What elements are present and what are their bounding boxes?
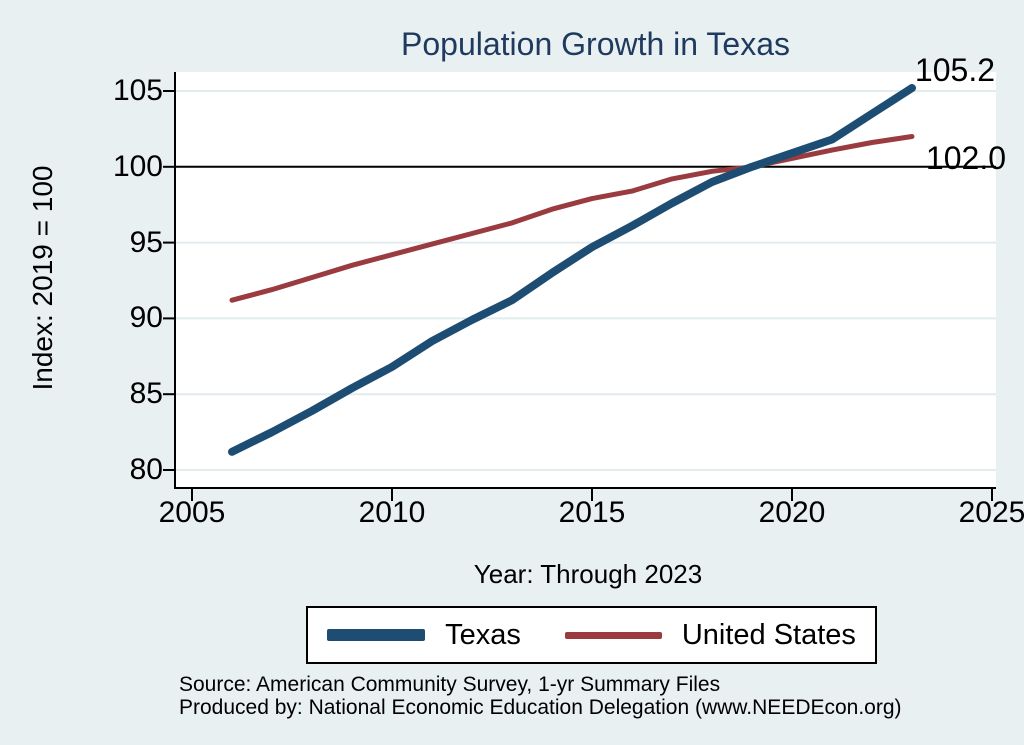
x-tick-label-2015: 2015 bbox=[558, 496, 626, 529]
series-line-texas bbox=[228, 84, 916, 456]
source-line-2: Produced by: National Economic Education… bbox=[179, 696, 902, 719]
x-tick-label-2005: 2005 bbox=[158, 496, 226, 529]
legend-label-texas: Texas bbox=[445, 618, 521, 651]
legend-item-texas: Texas bbox=[327, 619, 521, 652]
us-line-swatch bbox=[564, 631, 662, 639]
y-tick-label-105: 105 bbox=[112, 74, 163, 107]
y-tick-label-100: 100 bbox=[112, 150, 163, 183]
x-tick-label-2020: 2020 bbox=[758, 496, 826, 529]
y-tick-label-85: 85 bbox=[129, 377, 163, 410]
y-tick-label-95: 95 bbox=[129, 226, 163, 259]
legend: Texas United States bbox=[306, 606, 877, 664]
source-line-1: Source: American Community Survey, 1-yr … bbox=[179, 673, 721, 696]
x-tick-label-2025: 2025 bbox=[958, 496, 1024, 529]
us-end-value-annotation: 102.0 bbox=[925, 140, 1006, 176]
texas-line-swatch bbox=[327, 629, 426, 641]
x-tick-label-2010: 2010 bbox=[358, 496, 426, 529]
source-notes: Source: American Community Survey, 1-yr … bbox=[179, 673, 902, 719]
texas-end-value-annotation: 105.2 bbox=[914, 52, 995, 88]
chart-title: Population Growth in Texas bbox=[401, 26, 790, 62]
y-tick-label-80: 80 bbox=[129, 453, 163, 486]
legend-item-united-states: United States bbox=[564, 618, 856, 652]
x-axis-title: Year: Through 2023 bbox=[473, 559, 703, 589]
y-tick-label-90: 90 bbox=[129, 301, 163, 334]
legend-label-united-states: United States bbox=[681, 618, 856, 651]
